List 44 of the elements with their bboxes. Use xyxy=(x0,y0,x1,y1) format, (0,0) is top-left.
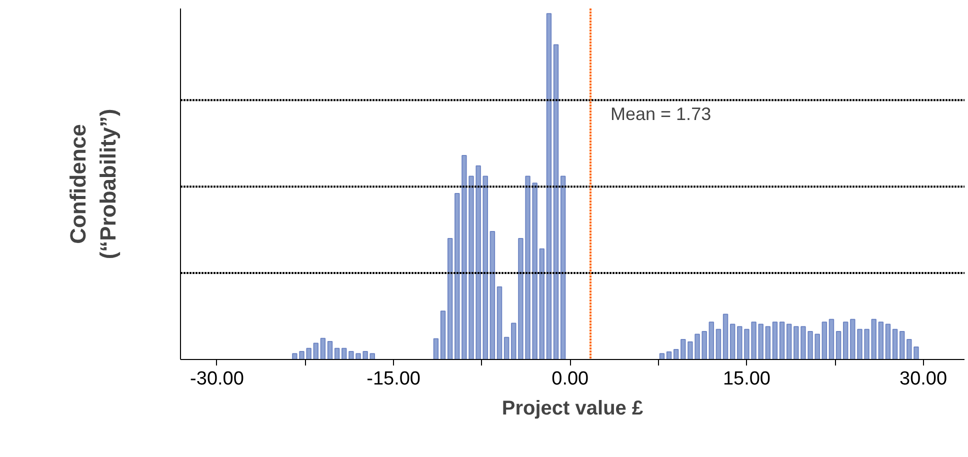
bar xyxy=(708,322,714,360)
bar xyxy=(878,322,884,360)
bar xyxy=(885,324,891,360)
x-tick-label: -15.00 xyxy=(366,368,421,390)
x-axis-title: Project value £ xyxy=(502,398,644,420)
x-tick-label: 15.00 xyxy=(722,368,770,390)
bar xyxy=(716,328,722,360)
x-tick-label: 0.00 xyxy=(552,368,589,390)
bar xyxy=(553,44,559,360)
bar xyxy=(320,338,326,360)
bar xyxy=(370,353,375,360)
bar xyxy=(765,326,771,360)
bar xyxy=(836,330,842,360)
y-axis-title: Confidence (“Probability”) xyxy=(66,108,120,260)
bar xyxy=(490,231,496,360)
ref-line-label: Mean = 1.73 xyxy=(610,104,712,124)
x-tick-label: 30.00 xyxy=(900,368,948,390)
bar xyxy=(504,336,510,360)
bar xyxy=(313,342,318,360)
bar xyxy=(892,328,898,360)
bar xyxy=(779,322,785,360)
bar xyxy=(786,324,792,360)
bar xyxy=(899,330,905,360)
bar xyxy=(433,338,439,360)
bar xyxy=(496,286,502,360)
bar xyxy=(440,310,446,360)
bar xyxy=(842,322,848,360)
bar xyxy=(730,324,736,360)
bar xyxy=(673,348,679,360)
bar xyxy=(546,13,552,360)
bar xyxy=(822,322,828,360)
bar xyxy=(334,348,340,360)
bar xyxy=(659,353,665,360)
bar xyxy=(560,176,566,360)
bar xyxy=(666,351,672,360)
bar xyxy=(342,348,347,360)
bar xyxy=(828,318,834,360)
bar xyxy=(482,176,488,360)
x-tick-label: -30.00 xyxy=(190,368,244,390)
bar xyxy=(539,248,545,360)
bar xyxy=(722,314,728,360)
bar xyxy=(772,322,778,360)
bar xyxy=(447,238,453,360)
bar xyxy=(327,341,333,360)
